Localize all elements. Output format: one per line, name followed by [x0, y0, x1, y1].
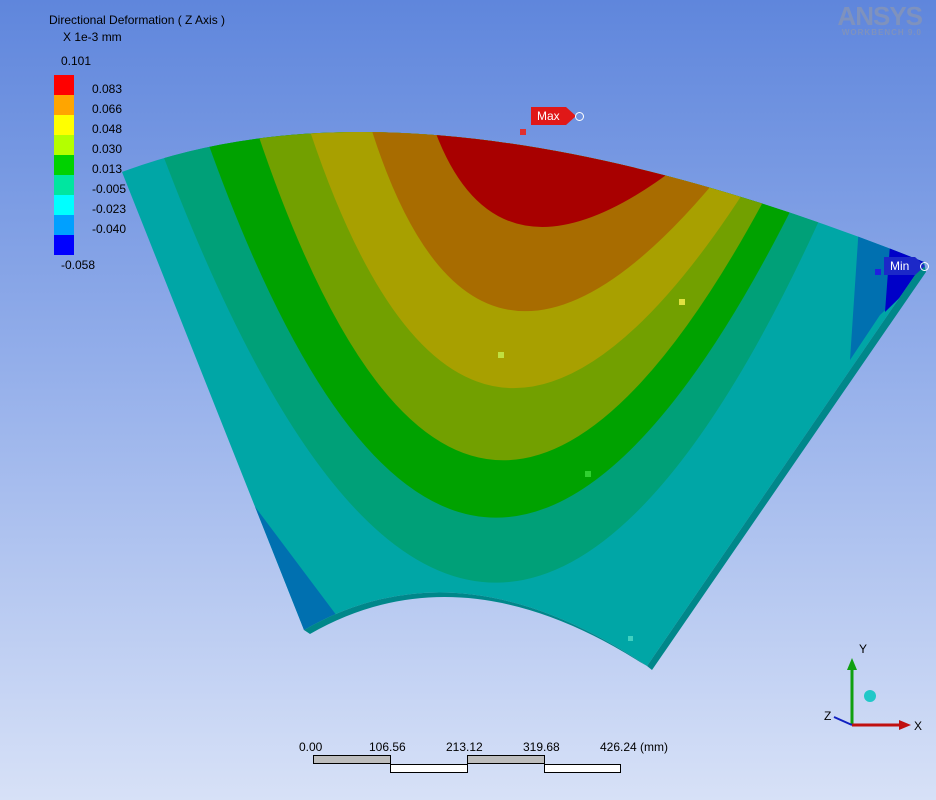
- legend-label: 0.030: [92, 142, 123, 156]
- axis-triad[interactable]: [815, 640, 935, 740]
- legend-swatch: [54, 95, 74, 115]
- probe-marker: [585, 471, 591, 477]
- scale-tick-label: 426.24 (mm): [600, 740, 669, 754]
- logo-sub: WORKBENCH 9.0: [841, 28, 922, 37]
- legend-swatch: [54, 175, 74, 195]
- legend-swatch: [54, 115, 74, 135]
- scale-tick-label: 0.00: [299, 740, 323, 754]
- legend-label: 0.048: [92, 122, 123, 136]
- legend-max-value: 0.101: [61, 54, 92, 68]
- legend-swatch: [54, 75, 74, 95]
- legend-color-bar: [54, 75, 74, 255]
- min-probe-tag[interactable]: Min: [884, 257, 926, 275]
- legend-label: -0.023: [92, 202, 127, 216]
- legend-min-value: -0.058: [61, 258, 96, 272]
- probe-marker: [628, 636, 633, 641]
- scale-tick-label: 213.12: [446, 740, 483, 754]
- scale-segment: [544, 764, 621, 773]
- legend-swatch: [54, 235, 74, 255]
- legend-label: 0.013: [92, 162, 123, 176]
- legend-label: -0.040: [92, 222, 127, 236]
- triad-x-label: X: [914, 719, 923, 733]
- max-probe-label: Max: [537, 109, 560, 123]
- triad-y-label: Y: [859, 642, 868, 656]
- min-probe-label: Min: [890, 259, 910, 273]
- min-marker: [875, 269, 881, 275]
- max-marker: [520, 129, 526, 135]
- scale-tick-label: 106.56: [369, 740, 406, 754]
- legend-swatch: [54, 135, 74, 155]
- scale-segment: [467, 755, 545, 764]
- probe-marker: [679, 299, 685, 305]
- logo-name: ANSYS: [837, 1, 923, 31]
- scale-segment: [313, 755, 391, 764]
- legend-swatch: [54, 195, 74, 215]
- ansys-logo: ANSYS WORKBENCH 9.0: [837, 1, 923, 37]
- triad-z-label: Z: [824, 709, 832, 723]
- probe-marker: [498, 352, 504, 358]
- legend-label: -0.005: [92, 182, 127, 196]
- scale-bar: [313, 755, 621, 775]
- scale-segment: [390, 764, 468, 773]
- max-probe-tag[interactable]: Max: [531, 107, 576, 125]
- legend-swatch: [54, 215, 74, 235]
- legend-label: 0.066: [92, 102, 123, 116]
- legend-unit: X 1e-3 mm: [63, 30, 122, 44]
- legend-label: 0.083: [92, 82, 123, 96]
- scale-tick-label: 319.68: [523, 740, 560, 754]
- max-probe-handle[interactable]: [575, 112, 584, 121]
- legend-swatch: [54, 155, 74, 175]
- min-probe-handle[interactable]: [920, 262, 929, 271]
- legend-title: Directional Deformation ( Z Axis ): [49, 13, 226, 27]
